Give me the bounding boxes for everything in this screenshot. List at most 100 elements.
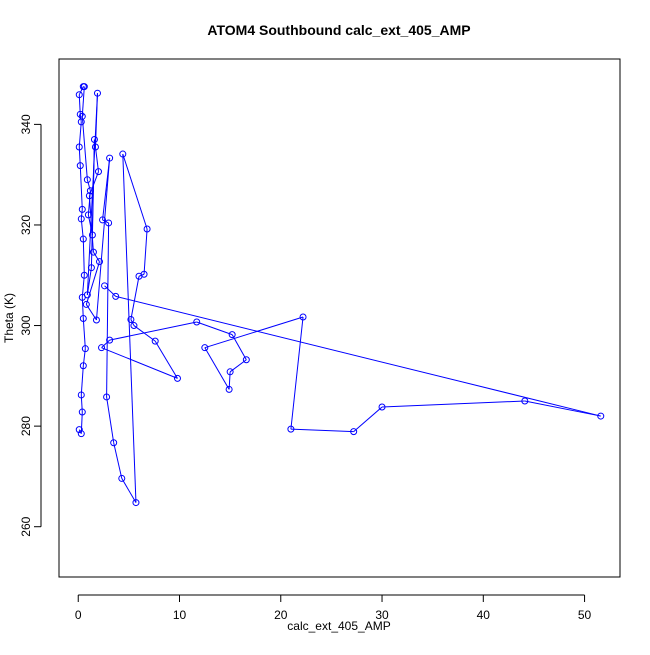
data-point bbox=[130, 322, 138, 330]
data-point bbox=[76, 110, 84, 118]
data-point bbox=[80, 271, 88, 279]
series-line-segment bbox=[93, 251, 100, 262]
data-point bbox=[75, 143, 83, 151]
series-line-segment bbox=[94, 146, 99, 172]
data-point bbox=[103, 393, 111, 401]
data-point bbox=[77, 430, 85, 438]
data-point bbox=[106, 154, 114, 162]
data-point bbox=[96, 258, 104, 266]
data-point bbox=[521, 397, 529, 405]
data-point bbox=[78, 408, 86, 416]
y-tick-label: 260 bbox=[19, 516, 33, 536]
data-point bbox=[173, 374, 181, 382]
series-line-segment bbox=[106, 222, 110, 397]
series-line-segment bbox=[78, 121, 82, 148]
data-point bbox=[85, 192, 93, 200]
data-point bbox=[83, 291, 91, 299]
series-line-segment bbox=[524, 400, 601, 417]
series-line-segment bbox=[95, 158, 111, 321]
x-tick-label: 50 bbox=[578, 608, 592, 622]
data-point bbox=[226, 368, 234, 376]
series-line-segment bbox=[94, 93, 98, 148]
data-point bbox=[79, 315, 87, 323]
data-point bbox=[90, 135, 98, 143]
y-axis: 260 280 300 320 340 bbox=[19, 114, 42, 537]
data-point bbox=[127, 316, 135, 324]
data-point bbox=[193, 318, 201, 326]
series-line-segment bbox=[115, 295, 601, 417]
data-point bbox=[86, 187, 94, 195]
series-line-segment bbox=[290, 316, 304, 430]
data-point bbox=[151, 337, 159, 345]
series-layer bbox=[75, 83, 605, 507]
series-line-segment bbox=[104, 285, 117, 297]
data-point bbox=[88, 231, 96, 239]
chart-title: ATOM4 Southbound calc_ext_405_AMP bbox=[207, 22, 470, 38]
x-axis-label: calc_ext_405_AMP bbox=[287, 619, 390, 633]
data-point bbox=[350, 428, 358, 436]
data-point bbox=[79, 235, 87, 243]
series-line-segment bbox=[101, 339, 110, 349]
data-point bbox=[378, 403, 386, 411]
data-point bbox=[87, 264, 95, 272]
x-tick-label: 10 bbox=[173, 608, 187, 622]
x-tick-label: 30 bbox=[375, 608, 389, 622]
data-point bbox=[77, 391, 85, 399]
data-point bbox=[76, 162, 84, 170]
data-point bbox=[93, 89, 101, 97]
data-point bbox=[105, 219, 113, 227]
data-point bbox=[94, 168, 102, 176]
data-point bbox=[99, 216, 107, 224]
data-point bbox=[83, 176, 91, 184]
data-point bbox=[299, 313, 307, 321]
data-point bbox=[91, 143, 99, 151]
data-point bbox=[78, 112, 86, 120]
data-point bbox=[79, 362, 87, 370]
series-line-segment bbox=[113, 442, 123, 479]
data-point bbox=[228, 331, 236, 339]
data-point bbox=[78, 205, 86, 213]
y-tick-label: 300 bbox=[19, 315, 33, 335]
series-line-segment bbox=[290, 428, 354, 433]
plot-frame bbox=[58, 58, 621, 578]
y-tick-label: 280 bbox=[19, 416, 33, 436]
data-point bbox=[81, 345, 89, 353]
data-point bbox=[84, 211, 92, 219]
data-point bbox=[597, 412, 605, 420]
data-point bbox=[82, 300, 90, 308]
x-tick-label: 0 bbox=[75, 608, 82, 622]
data-point bbox=[101, 282, 109, 290]
series-line-segment bbox=[102, 158, 111, 220]
series-line-segment bbox=[88, 171, 99, 196]
data-point bbox=[106, 336, 114, 344]
series-line-segment bbox=[143, 228, 148, 275]
series-line-segment bbox=[121, 478, 137, 503]
data-point bbox=[201, 344, 209, 352]
data-point bbox=[135, 272, 143, 280]
data-point bbox=[242, 356, 250, 364]
series-line-segment bbox=[106, 396, 115, 443]
data-point bbox=[92, 316, 100, 324]
series-line-segment bbox=[81, 86, 85, 117]
series-line-segment bbox=[154, 340, 178, 379]
series-line-segment bbox=[80, 209, 83, 219]
series-line-segment bbox=[82, 239, 85, 276]
data-point bbox=[98, 344, 106, 352]
x-tick-label: 40 bbox=[477, 608, 491, 622]
series-line-segment bbox=[204, 316, 304, 349]
series-line-segment bbox=[109, 321, 197, 341]
data-point bbox=[80, 83, 88, 91]
data-point bbox=[110, 439, 118, 447]
data-point bbox=[75, 91, 83, 99]
series-line-segment bbox=[80, 365, 84, 395]
series-line-segment bbox=[81, 297, 84, 319]
data-point bbox=[119, 150, 127, 158]
data-point bbox=[77, 215, 85, 223]
data-point bbox=[112, 292, 120, 300]
series-line-segment bbox=[81, 275, 85, 298]
series-line-segment bbox=[79, 114, 82, 122]
x-axis: 0 10 20 30 40 50 bbox=[75, 594, 592, 622]
